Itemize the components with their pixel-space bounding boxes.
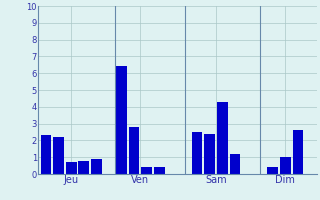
Bar	[91, 159, 102, 174]
Bar	[192, 132, 203, 174]
Bar	[217, 102, 228, 174]
Bar	[141, 167, 152, 174]
Bar	[267, 167, 278, 174]
Bar	[66, 162, 76, 174]
Bar	[229, 154, 240, 174]
Bar	[78, 161, 89, 174]
Bar	[154, 167, 165, 174]
Bar	[41, 135, 51, 174]
Bar	[280, 157, 291, 174]
Bar	[204, 134, 215, 174]
Bar	[129, 127, 140, 174]
Bar	[116, 66, 127, 174]
Bar	[292, 130, 303, 174]
Bar	[53, 137, 64, 174]
